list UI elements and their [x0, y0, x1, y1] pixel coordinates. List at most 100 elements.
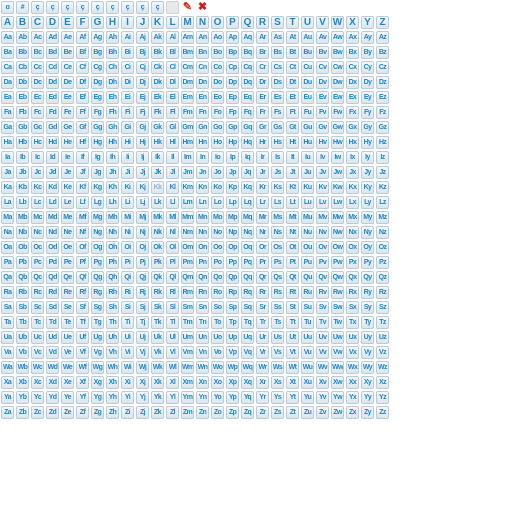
- digraph-tile[interactable]: Rm: [181, 286, 194, 299]
- digraph-tile[interactable]: Ef: [76, 91, 89, 104]
- digraph-tile[interactable]: Lu: [301, 196, 314, 209]
- digraph-tile[interactable]: Ty: [361, 316, 374, 329]
- digraph-tile[interactable]: Ds: [271, 76, 284, 89]
- digraph-tile[interactable]: Rd: [46, 286, 59, 299]
- digraph-tile[interactable]: Lk: [151, 196, 164, 209]
- digraph-tile[interactable]: Qg: [91, 271, 104, 284]
- digraph-tile[interactable]: Ye: [61, 391, 74, 404]
- script-toggle-button[interactable]: ɑ: [1, 1, 14, 14]
- digraph-tile[interactable]: Dy: [361, 76, 374, 89]
- digraph-tile[interactable]: Dd: [46, 76, 59, 89]
- digraph-tile[interactable]: Ql: [166, 271, 179, 284]
- digraph-tile[interactable]: Cp: [226, 61, 239, 74]
- digraph-tile[interactable]: En: [196, 91, 209, 104]
- digraph-tile[interactable]: Js: [271, 166, 284, 179]
- digraph-tile[interactable]: Gg: [91, 121, 104, 134]
- digraph-tile[interactable]: Ru: [301, 286, 314, 299]
- digraph-tile[interactable]: By: [361, 46, 374, 59]
- digraph-tile[interactable]: Ss: [271, 301, 284, 314]
- digraph-tile[interactable]: Xs: [271, 376, 284, 389]
- digraph-tile[interactable]: Kr: [256, 181, 269, 194]
- digraph-tile[interactable]: Nm: [181, 226, 194, 239]
- digraph-tile[interactable]: Sw: [331, 301, 344, 314]
- digraph-tile[interactable]: Dn: [196, 76, 209, 89]
- digraph-tile[interactable]: Ue: [61, 331, 74, 344]
- digraph-tile[interactable]: Td: [46, 316, 59, 329]
- digraph-tile[interactable]: Ok: [151, 241, 164, 254]
- digraph-tile[interactable]: Iu: [301, 151, 314, 164]
- digraph-tile[interactable]: Ph: [106, 256, 119, 269]
- digraph-tile[interactable]: Zy: [361, 406, 374, 419]
- digraph-tile[interactable]: Cv: [316, 61, 329, 74]
- digraph-tile[interactable]: Cz: [376, 61, 389, 74]
- digraph-tile[interactable]: Qo: [211, 271, 224, 284]
- digraph-tile[interactable]: Yh: [106, 391, 119, 404]
- digraph-tile[interactable]: Qa: [1, 271, 14, 284]
- close-icon[interactable]: ✖: [197, 1, 208, 13]
- digraph-tile[interactable]: Sf: [76, 301, 89, 314]
- digraph-tile[interactable]: Ja: [1, 166, 14, 179]
- digraph-tile[interactable]: Dq: [241, 76, 254, 89]
- digraph-tile[interactable]: Kl: [166, 181, 179, 194]
- digraph-tile[interactable]: Zw: [331, 406, 344, 419]
- letter-tile[interactable]: Y: [361, 16, 374, 29]
- digraph-tile[interactable]: Vk: [151, 346, 164, 359]
- digraph-tile[interactable]: Qq: [241, 271, 254, 284]
- digraph-tile[interactable]: Vd: [46, 346, 59, 359]
- digraph-tile[interactable]: Ix: [346, 151, 359, 164]
- digraph-tile[interactable]: Fv: [316, 106, 329, 119]
- digraph-tile[interactable]: Kh: [106, 181, 119, 194]
- digraph-tile[interactable]: No: [211, 226, 224, 239]
- digraph-tile[interactable]: Zm: [181, 406, 194, 419]
- digraph-tile[interactable]: To: [211, 316, 224, 329]
- digraph-tile[interactable]: Mp: [226, 211, 239, 224]
- digraph-tile[interactable]: Px: [346, 256, 359, 269]
- digraph-tile[interactable]: Tw: [331, 316, 344, 329]
- digraph-tile[interactable]: Rw: [331, 286, 344, 299]
- digraph-tile[interactable]: Pd: [46, 256, 59, 269]
- digraph-tile[interactable]: Yi: [121, 391, 134, 404]
- digraph-tile[interactable]: Uv: [316, 331, 329, 344]
- digraph-tile[interactable]: Vl: [166, 346, 179, 359]
- digraph-tile[interactable]: Oj: [136, 241, 149, 254]
- digraph-tile[interactable]: Nc: [31, 226, 44, 239]
- digraph-tile[interactable]: Bt: [286, 46, 299, 59]
- digraph-tile[interactable]: Mj: [136, 211, 149, 224]
- script-toggle-button[interactable]: ç: [46, 1, 59, 14]
- digraph-tile[interactable]: Ag: [91, 31, 104, 44]
- digraph-tile[interactable]: Je: [61, 166, 74, 179]
- digraph-tile[interactable]: Zn: [196, 406, 209, 419]
- digraph-tile[interactable]: Nf: [76, 226, 89, 239]
- digraph-tile[interactable]: Cn: [196, 61, 209, 74]
- digraph-tile[interactable]: Gt: [286, 121, 299, 134]
- digraph-tile[interactable]: Oi: [121, 241, 134, 254]
- digraph-tile[interactable]: Th: [106, 316, 119, 329]
- digraph-tile[interactable]: Ak: [151, 31, 164, 44]
- digraph-tile[interactable]: Yy: [361, 391, 374, 404]
- digraph-tile[interactable]: Li: [121, 196, 134, 209]
- digraph-tile[interactable]: Fg: [91, 106, 104, 119]
- digraph-tile[interactable]: Mm: [181, 211, 194, 224]
- digraph-tile[interactable]: Vz: [376, 346, 389, 359]
- digraph-tile[interactable]: Jz: [376, 166, 389, 179]
- digraph-tile[interactable]: At: [286, 31, 299, 44]
- digraph-tile[interactable]: Vs: [271, 346, 284, 359]
- digraph-tile[interactable]: Us: [271, 331, 284, 344]
- letter-tile[interactable]: W: [331, 16, 344, 29]
- digraph-tile[interactable]: Oo: [211, 241, 224, 254]
- digraph-tile[interactable]: Yk: [151, 391, 164, 404]
- digraph-tile[interactable]: Kc: [31, 181, 44, 194]
- digraph-tile[interactable]: Ot: [286, 241, 299, 254]
- digraph-tile[interactable]: Ki: [121, 181, 134, 194]
- digraph-tile[interactable]: Dt: [286, 76, 299, 89]
- digraph-tile[interactable]: Oe: [61, 241, 74, 254]
- digraph-tile[interactable]: Bh: [106, 46, 119, 59]
- digraph-tile[interactable]: Xj: [136, 376, 149, 389]
- digraph-tile[interactable]: Lm: [181, 196, 194, 209]
- digraph-tile[interactable]: Ff: [76, 106, 89, 119]
- digraph-tile[interactable]: Tk: [151, 316, 164, 329]
- digraph-tile[interactable]: Zt: [286, 406, 299, 419]
- digraph-tile[interactable]: Yf: [76, 391, 89, 404]
- digraph-tile[interactable]: Uy: [361, 331, 374, 344]
- digraph-tile[interactable]: Be: [61, 46, 74, 59]
